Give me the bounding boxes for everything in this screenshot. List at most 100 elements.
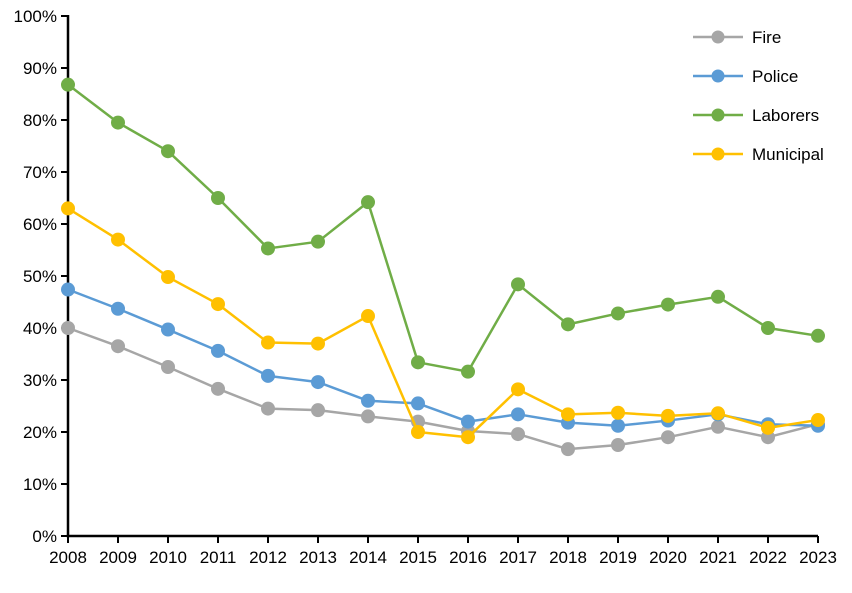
data-point-laborers-2015	[411, 355, 425, 370]
y-tick-label: 50%	[23, 267, 57, 286]
data-point-police-2013	[311, 375, 325, 390]
data-point-police-2017	[511, 407, 525, 422]
data-point-municipal-2022	[761, 420, 775, 435]
data-point-laborers-2013	[311, 234, 325, 249]
y-axis-ticks: 0% 10% 20% 30% 40% 50% 60% 70% 80% 90% 100%	[14, 7, 68, 546]
data-point-police-2011	[211, 343, 225, 358]
y-tick-label: 100%	[14, 7, 57, 26]
data-point-municipal-2008	[61, 201, 75, 216]
legend-marker-police	[711, 69, 725, 83]
series-line-fire	[66, 326, 820, 451]
legend-label-fire: Fire	[752, 28, 781, 47]
data-point-fire-2018	[561, 442, 575, 457]
legend-item-laborers: Laborers	[693, 106, 819, 125]
legend-marker-municipal	[711, 147, 725, 161]
series-fire	[61, 321, 825, 457]
axes	[66, 15, 818, 538]
data-point-fire-2014	[361, 409, 375, 424]
legend: Fire Police Laborers Municipal	[693, 28, 824, 164]
data-point-municipal-2023	[811, 413, 825, 428]
legend-label-municipal: Municipal	[752, 145, 824, 164]
data-point-fire-2008	[61, 321, 75, 335]
series-municipal	[61, 201, 825, 445]
x-tick-label: 2021	[699, 548, 737, 567]
x-tick-label: 2023	[799, 548, 837, 567]
data-point-fire-2021	[711, 419, 725, 434]
y-tick-label: 0%	[32, 527, 57, 546]
data-point-municipal-2021	[711, 406, 725, 421]
data-point-municipal-2015	[411, 425, 425, 439]
y-tick-label: 60%	[23, 215, 57, 234]
y-tick-label: 40%	[23, 319, 57, 338]
legend-item-municipal: Municipal	[693, 145, 824, 164]
legend-item-police: Police	[693, 67, 798, 86]
data-point-laborers-2016	[461, 364, 475, 379]
x-tick-label: 2015	[399, 548, 437, 567]
data-point-police-2014	[361, 393, 375, 408]
legend-item-fire: Fire	[693, 28, 781, 47]
data-point-fire-2020	[661, 430, 675, 445]
data-point-municipal-2018	[561, 407, 575, 422]
data-point-municipal-2009	[111, 232, 125, 247]
y-tick-label: 70%	[23, 163, 57, 182]
legend-marker-laborers	[711, 108, 725, 122]
data-point-police-2019	[611, 418, 625, 433]
data-point-municipal-2016	[461, 430, 475, 445]
data-point-fire-2009	[111, 339, 125, 354]
x-tick-label: 2011	[200, 548, 237, 567]
x-tick-label: 2022	[749, 548, 787, 567]
data-point-laborers-2018	[561, 317, 575, 332]
series-line-laborers	[66, 83, 820, 373]
data-point-fire-2013	[311, 403, 325, 418]
x-axis-ticks: 2008 2009 2010 2011 2012 2013 2014 2015 2016 2017…	[49, 536, 837, 567]
x-tick-label: 2020	[649, 548, 687, 567]
x-tick-label: 2013	[299, 548, 337, 567]
data-point-laborers-2011	[211, 191, 225, 205]
data-point-municipal-2010	[161, 270, 175, 285]
data-point-police-2008	[61, 282, 75, 297]
data-point-laborers-2020	[661, 297, 675, 312]
y-tick-label: 90%	[23, 59, 57, 78]
data-point-laborers-2010	[161, 144, 175, 159]
data-point-laborers-2017	[511, 277, 525, 292]
data-point-laborers-2022	[761, 321, 775, 335]
data-point-laborers-2023	[811, 328, 825, 343]
data-point-fire-2010	[161, 360, 175, 374]
y-tick-label: 30%	[23, 371, 57, 390]
x-tick-label: 2012	[249, 548, 287, 567]
legend-marker-fire	[711, 30, 725, 44]
data-point-municipal-2017	[511, 382, 525, 397]
x-tick-label: 2018	[549, 548, 587, 567]
x-tick-label: 2019	[599, 548, 637, 567]
data-point-municipal-2013	[311, 336, 325, 351]
series-laborers	[61, 77, 825, 379]
legend-label-police: Police	[752, 67, 798, 86]
data-point-police-2012	[261, 368, 275, 383]
data-point-fire-2012	[261, 401, 275, 416]
data-point-fire-2017	[511, 427, 525, 442]
data-point-laborers-2009	[111, 115, 125, 130]
series-line-police	[66, 288, 820, 428]
x-tick-label: 2008	[49, 548, 87, 567]
data-point-police-2015	[411, 396, 425, 411]
y-tick-label: 80%	[23, 111, 57, 130]
data-point-municipal-2014	[361, 309, 375, 324]
x-tick-label: 2014	[349, 548, 387, 567]
series-line-municipal	[66, 207, 820, 439]
data-point-fire-2019	[611, 438, 625, 452]
data-point-municipal-2011	[211, 297, 225, 312]
data-point-laborers-2014	[361, 195, 375, 210]
y-tick-label: 20%	[23, 423, 57, 442]
data-point-police-2009	[111, 301, 125, 316]
data-point-laborers-2008	[61, 77, 75, 92]
data-point-fire-2011	[211, 381, 225, 396]
y-tick-label: 10%	[23, 475, 57, 494]
data-point-police-2010	[161, 322, 175, 337]
x-tick-label: 2016	[449, 548, 487, 567]
data-point-laborers-2019	[611, 306, 625, 321]
series-police	[61, 282, 825, 433]
x-tick-label: 2010	[149, 548, 187, 567]
data-point-municipal-2012	[261, 335, 275, 350]
